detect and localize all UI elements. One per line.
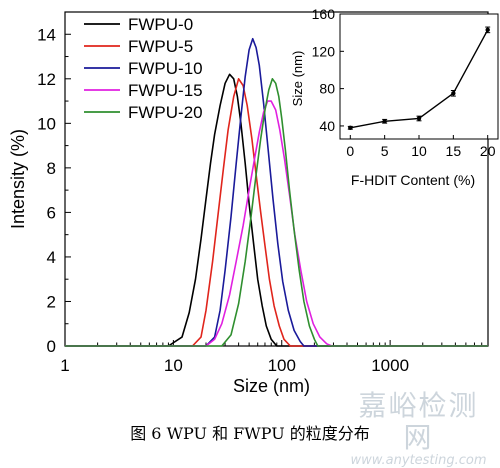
y-tick-label: 0 xyxy=(47,337,56,356)
inset-x-tick-label: 10 xyxy=(411,143,427,159)
inset-x-axis-label: F-HDIT Content (%) xyxy=(351,172,475,188)
series-line-fwpu-10 xyxy=(65,37,488,347)
legend-label: FWPU-5 xyxy=(128,37,193,56)
inset-y-tick-label: 160 xyxy=(312,6,336,22)
inset-chart: 0 5 10 15 20 40 80 120 160 F-HDIT Content (%) Size… xyxy=(290,6,499,188)
series-line-fwpu-20 xyxy=(65,78,488,347)
y-tick-label: 4 xyxy=(47,248,56,267)
inset-x-tick-label: 5 xyxy=(381,143,389,159)
y-axis-label: Intensity (%) xyxy=(8,129,28,229)
inset-x-tick-label: 20 xyxy=(480,143,496,159)
inset-point xyxy=(348,125,353,131)
y-tick-label: 6 xyxy=(47,203,56,222)
x-tick-label: 10 xyxy=(164,356,183,375)
y-tick-label: 10 xyxy=(37,114,56,133)
inset-point xyxy=(382,119,387,124)
main-series-lines xyxy=(65,37,488,347)
figure-caption: 图 6 WPU 和 FWPU 的粒度分布 xyxy=(130,424,370,443)
inset-point xyxy=(485,27,490,33)
x-axis-label: Size (nm) xyxy=(233,376,310,396)
inset-y-tick-label: 40 xyxy=(319,118,335,134)
legend-label: FWPU-20 xyxy=(128,103,203,122)
y-tick-label: 14 xyxy=(37,25,56,44)
inset-point xyxy=(451,91,456,96)
y-tick-label: 12 xyxy=(37,70,56,89)
legend: FWPU-0 FWPU-5 FWPU-10 FWPU-15 FWPU-20 xyxy=(84,15,203,122)
series-line-fwpu-5 xyxy=(65,78,488,347)
watermark-en: www.anytesting.com xyxy=(350,453,487,468)
x-tick-label: 100 xyxy=(268,356,296,375)
y-tick-label: 8 xyxy=(47,159,56,178)
legend-label: FWPU-0 xyxy=(128,15,193,34)
inset-x-tick-label: 15 xyxy=(446,143,462,159)
inset-y-axis-label: Size (nm) xyxy=(290,51,305,107)
inset-y-tick-label: 80 xyxy=(319,81,335,97)
series-line-fwpu-0 xyxy=(65,73,488,347)
legend-label: FWPU-10 xyxy=(128,59,203,78)
watermark-cn: 嘉峪检测网 xyxy=(358,389,479,454)
inset-y-tick-label: 120 xyxy=(312,43,336,59)
series-line-fwpu-15 xyxy=(65,100,488,347)
x-tick-label: 1 xyxy=(60,356,69,375)
y-tick-label: 2 xyxy=(47,292,56,311)
x-tick-label: 1000 xyxy=(371,356,409,375)
legend-label: FWPU-15 xyxy=(128,81,203,100)
inset-x-tick-label: 0 xyxy=(346,143,354,159)
inset-point xyxy=(416,116,422,121)
